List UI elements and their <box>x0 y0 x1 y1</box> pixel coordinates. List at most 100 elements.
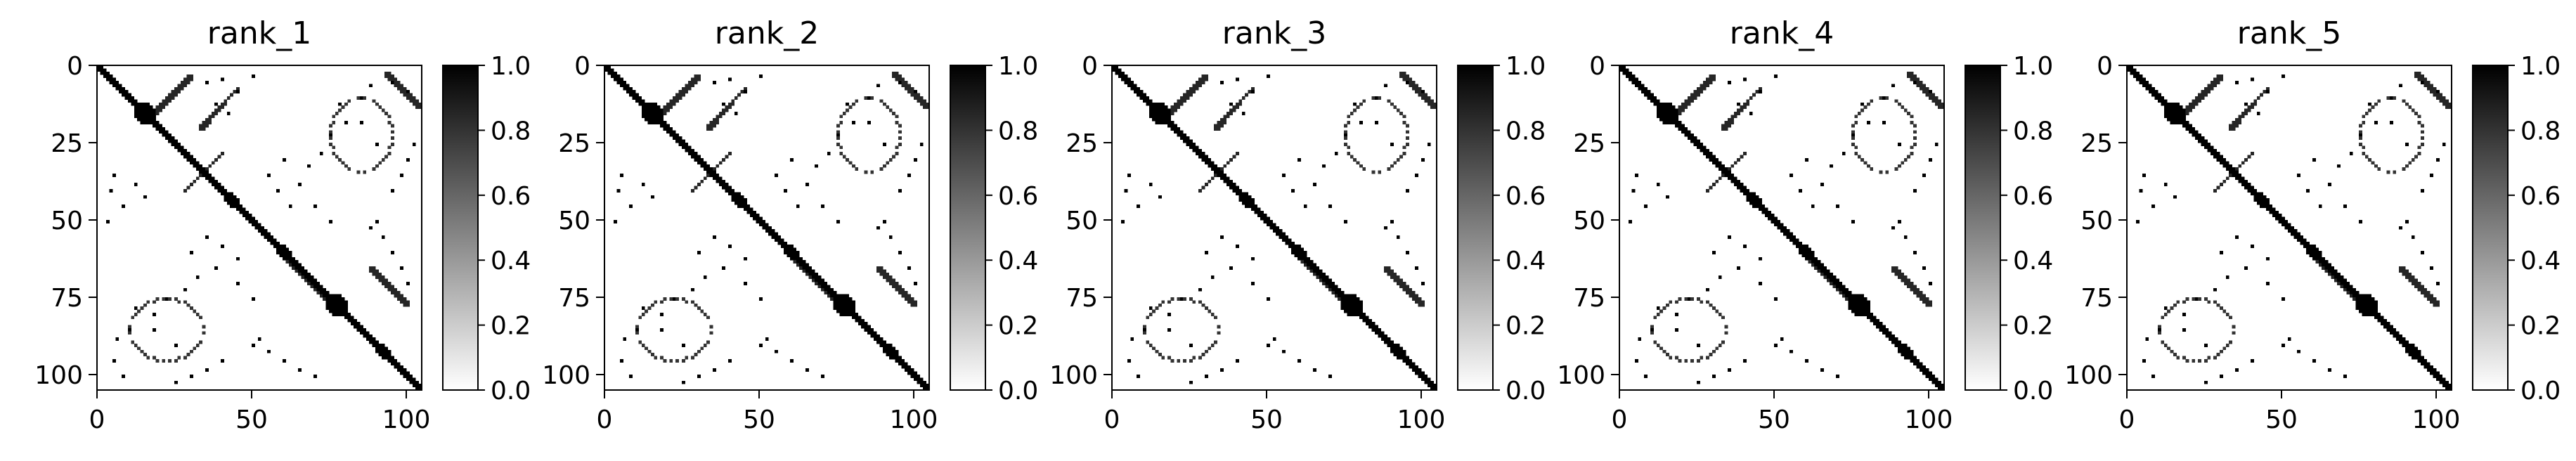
heatmap-cell <box>1158 108 1162 112</box>
heatmap-cell <box>1709 155 1713 159</box>
heatmap-cell <box>1697 139 1700 143</box>
heatmap-cell <box>171 136 175 140</box>
heatmap-cell <box>301 269 305 273</box>
heatmap-cell <box>171 90 175 93</box>
heatmap-cell <box>1697 143 1700 146</box>
heatmap-cell <box>1662 112 1666 115</box>
heatmap-cell <box>616 81 621 84</box>
heatmap-cell <box>1406 136 1409 140</box>
heatmap-cell <box>2346 285 2350 289</box>
heatmap-cell <box>1192 356 1196 360</box>
heatmap-cell <box>2411 282 2415 285</box>
heatmap-cell <box>1198 189 1202 193</box>
heatmap-cell <box>1238 189 1243 193</box>
heatmap-cell <box>1832 275 1837 279</box>
heatmap-cell <box>1718 176 1722 181</box>
heatmap-cell <box>1124 77 1128 82</box>
heatmap-cell <box>848 300 853 304</box>
heatmap-cell <box>2194 133 2199 137</box>
heatmap-cell <box>1898 349 1901 353</box>
heatmap-cell <box>1728 117 1731 122</box>
heatmap-cell <box>744 90 747 93</box>
heatmap-cell <box>2355 300 2360 304</box>
heatmap-cell <box>2192 127 2196 131</box>
heatmap-cell <box>1143 328 1146 332</box>
heatmap-cell <box>2362 152 2366 155</box>
heatmap-cell <box>660 115 664 119</box>
heatmap-cell <box>1137 93 1140 97</box>
heatmap-cell <box>267 238 271 242</box>
heatmap-cell <box>1158 303 1162 307</box>
heatmap-cell <box>1297 359 1301 363</box>
heatmap-cell <box>1245 192 1248 196</box>
heatmap-cell <box>1913 189 1917 193</box>
heatmap-cell <box>697 161 701 165</box>
heatmap-cell <box>162 99 166 103</box>
heatmap-cell <box>2405 349 2409 353</box>
heatmap-cell <box>2229 167 2232 171</box>
heatmap-cell <box>2399 266 2402 270</box>
heatmap-cell <box>329 297 332 301</box>
heatmap-cell <box>1396 282 1400 285</box>
heatmap-cell <box>384 155 388 159</box>
heatmap-cell <box>252 344 255 347</box>
heatmap-cell <box>883 102 886 106</box>
heatmap-cell <box>1857 112 1861 115</box>
heatmap-cell <box>1344 124 1347 128</box>
heatmap-cell <box>2151 86 2155 91</box>
heatmap-cell <box>307 275 311 279</box>
heatmap-cell <box>1282 174 1286 177</box>
heatmap-cell <box>329 300 332 304</box>
heatmap-cell <box>325 291 330 294</box>
heatmap-cell <box>1232 108 1236 112</box>
heatmap-cell <box>1733 179 1737 183</box>
heatmap-cell <box>888 158 893 162</box>
heatmap-cell <box>904 84 908 88</box>
heatmap-cell <box>387 74 391 78</box>
heatmap-cell <box>391 291 394 294</box>
heatmap-cell <box>669 105 673 109</box>
heatmap-cell <box>1795 245 1799 248</box>
heatmap-cell <box>2417 152 2421 155</box>
heatmap-cell <box>1170 108 1174 112</box>
heatmap-cell <box>1823 269 1827 273</box>
heatmap-cell <box>1267 220 1270 223</box>
heatmap-cell <box>360 328 363 332</box>
heatmap-cell <box>381 158 385 162</box>
heatmap-cell <box>1662 102 1666 106</box>
heatmap-cell <box>1300 247 1305 252</box>
y-tick-label: 75 <box>51 284 83 313</box>
heatmap-cell <box>2287 337 2291 341</box>
heatmap-cell <box>2130 65 2134 69</box>
heatmap-cell <box>2207 143 2211 146</box>
heatmap-cell <box>1378 96 1382 100</box>
heatmap-cell <box>2411 158 2415 162</box>
heatmap-cell <box>654 112 658 115</box>
heatmap-cell <box>1396 108 1400 112</box>
heatmap-cell <box>1894 340 1898 344</box>
heatmap-cell <box>1307 257 1310 261</box>
heatmap-cell <box>1749 195 1753 199</box>
heatmap-cell <box>131 96 135 100</box>
heatmap-cell <box>2220 306 2223 310</box>
heatmap-cell <box>1922 368 1926 372</box>
heatmap-cell <box>1669 300 1673 304</box>
heatmap-cell <box>149 112 153 115</box>
heatmap-cell <box>168 359 171 363</box>
heatmap-cell <box>1124 189 1128 193</box>
heatmap-cell <box>1127 84 1131 88</box>
heatmap-cell <box>2173 105 2177 109</box>
heatmap-cell <box>1863 300 1868 304</box>
heatmap-cell <box>267 174 271 177</box>
heatmap-cell <box>660 328 664 332</box>
heatmap-cell <box>2213 356 2217 360</box>
heatmap-cell <box>193 158 197 162</box>
heatmap-cell <box>2371 313 2375 316</box>
heatmap-cell <box>1406 124 1409 128</box>
heatmap-cell <box>143 121 147 124</box>
colorbar-tick-label: 0.2 <box>1506 312 1546 341</box>
heatmap-cell <box>1910 356 1914 360</box>
heatmap-cell <box>1690 96 1694 100</box>
heatmap-cell <box>2343 282 2347 285</box>
